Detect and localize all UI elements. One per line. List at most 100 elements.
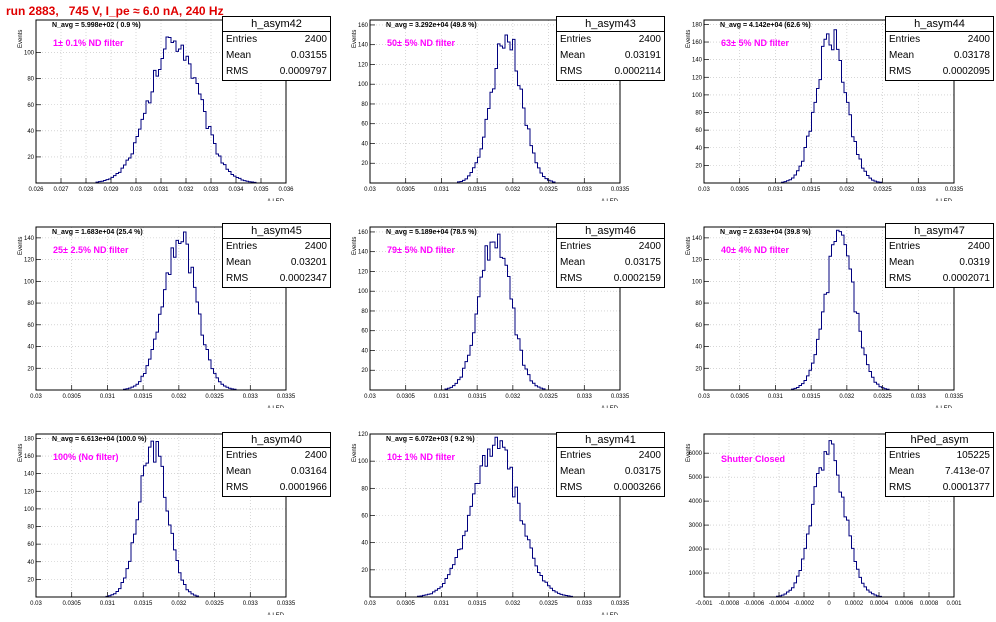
stats-value: 0.0009797	[279, 66, 327, 77]
histogram-name: h_asym45	[223, 224, 330, 239]
x-tick-label: 0.03	[698, 394, 710, 400]
stats-value: 2400	[304, 34, 327, 45]
x-axis-label: A LED	[267, 406, 285, 408]
x-tick-label: 0.0325	[873, 187, 892, 193]
x-tick-label: 0.03	[364, 187, 376, 193]
x-tick-label: 0.031	[768, 187, 784, 193]
stats-box: h_asym43 Entries 2400 Mean 0.03191 RMS 0.00021…	[556, 16, 665, 81]
x-tick-label: 0.03	[30, 601, 42, 607]
x-tick-label: 0.033	[577, 187, 593, 193]
x-tick-label: 0.0335	[277, 394, 296, 400]
filter-label: 50± 5% ND filter	[387, 38, 455, 48]
x-tick-label: 0.031	[434, 394, 450, 400]
n-avg-label: N_avg = 4.142e+04 (62.6 %)	[720, 22, 811, 29]
stats-row-mean: Mean 0.03164	[223, 464, 330, 480]
stats-row-rms: RMS 0.0002071	[886, 271, 993, 287]
y-tick-label: 80	[695, 111, 702, 117]
stats-label: Entries	[560, 450, 592, 461]
x-axis-label: A LED	[601, 406, 619, 408]
stats-label: RMS	[560, 482, 583, 493]
x-tick-label: 0.0325	[205, 394, 224, 400]
stats-label: RMS	[889, 482, 912, 493]
stats-row-entries: Entries 2400	[223, 32, 330, 48]
y-tick-label: 100	[692, 279, 703, 285]
y-tick-label: 120	[24, 258, 35, 264]
y-tick-label: 80	[27, 525, 34, 531]
stats-row-mean: Mean 0.0319	[886, 255, 993, 271]
histogram-panel: 0.03 0.0305 0.031 0.0315 0.032 0.0325 0.033 0.0…	[668, 213, 978, 408]
stats-row-rms: RMS 0.0002159	[557, 271, 664, 287]
x-tick-label: 0.033	[577, 601, 593, 607]
x-tick-label: -0.0004	[769, 601, 790, 607]
histogram-plot: 0.03 0.0305 0.031 0.0315 0.032 0.0325 0.033 0.0…	[358, 226, 630, 408]
stats-value: 0.03191	[624, 50, 661, 61]
y-tick-label: 40	[695, 345, 702, 351]
stats-value: 2400	[967, 241, 990, 252]
stats-label: Mean	[226, 466, 252, 477]
histogram-name: h_asym42	[223, 17, 330, 32]
x-tick-label: 0.0335	[945, 187, 964, 193]
x-tick-label: 0.0002	[845, 601, 864, 607]
y-tick-label: 40	[695, 146, 702, 152]
plot-frame	[703, 19, 955, 184]
stats-label: Mean	[889, 466, 915, 477]
x-tick-label: 0.0008	[920, 601, 939, 607]
x-tick-label: 0.033	[243, 601, 259, 607]
stats-label: Mean	[226, 50, 252, 61]
histogram-plot: 0.03 0.0305 0.031 0.0315 0.032 0.0325 0.033 0.0…	[692, 19, 964, 201]
y-tick-label: 80	[27, 301, 34, 307]
x-tick-label: 0.0335	[611, 187, 630, 193]
stats-value: 0.0001377	[942, 482, 990, 493]
x-tick-label: 0.026	[28, 187, 44, 193]
y-tick-label: 120	[24, 489, 35, 495]
x-tick-label: 0.0305	[731, 187, 750, 193]
stats-row-mean: Mean 0.03175	[557, 255, 664, 271]
y-tick-label: 5000	[689, 475, 703, 481]
filter-label: 1± 0.1% ND filter	[53, 38, 124, 48]
x-tick-label: 0.031	[153, 187, 169, 193]
x-tick-label: 0.0315	[802, 187, 821, 193]
n-avg-label: N_avg = 6.613e+04 (100.0 %)	[52, 436, 147, 443]
x-tick-label: 0.034	[228, 187, 244, 193]
stats-label: Mean	[560, 257, 586, 268]
x-tick-label: 0.03	[698, 187, 710, 193]
x-tick-label: 0.031	[768, 394, 784, 400]
x-tick-label: 0.0325	[539, 394, 558, 400]
stats-row-entries: Entries 105225	[886, 448, 993, 464]
histogram-panel: 0.03 0.0305 0.031 0.0315 0.032 0.0325 0.033 0.0…	[334, 6, 644, 201]
y-tick-label: 60	[695, 128, 702, 134]
stats-label: Mean	[560, 50, 586, 61]
y-tick-label: 40	[27, 129, 34, 135]
x-tick-label: 0.032	[505, 187, 521, 193]
y-tick-label: 120	[358, 269, 369, 275]
stats-value: 0.03175	[624, 257, 661, 268]
x-tick-label: 0.0315	[134, 394, 153, 400]
stats-row-rms: RMS 0.0003266	[557, 480, 664, 496]
y-tick-label: 80	[361, 102, 368, 108]
x-axis-label: A LED	[935, 406, 953, 408]
y-tick-label: 40	[361, 348, 368, 354]
filter-label: 63± 5% ND filter	[721, 38, 789, 48]
histogram-plot: 0.03 0.0305 0.031 0.0315 0.032 0.0325 0.033 0.0…	[692, 226, 964, 408]
y-axis-label: Events	[352, 236, 358, 255]
stats-label: Mean	[889, 50, 915, 61]
x-tick-label: 0.0335	[945, 394, 964, 400]
y-tick-label: 60	[361, 514, 368, 520]
y-tick-label: 100	[692, 93, 703, 99]
stats-label: Entries	[889, 34, 921, 45]
y-tick-label: 1000	[689, 571, 703, 577]
histogram-panel: 0.03 0.0305 0.031 0.0315 0.032 0.0325 0.033 0.0…	[334, 420, 644, 615]
x-tick-label: 0.0305	[397, 187, 416, 193]
x-tick-label: 0.0305	[731, 394, 750, 400]
stats-value: 2400	[638, 34, 661, 45]
y-tick-label: 140	[358, 250, 369, 256]
x-tick-label: 0.0305	[397, 601, 416, 607]
stats-box: h_asym45 Entries 2400 Mean 0.03201 RMS 0.00023…	[222, 223, 331, 288]
stats-row-entries: Entries 2400	[223, 239, 330, 255]
histogram-name: h_asym47	[886, 224, 993, 239]
stats-value: 105225	[956, 450, 990, 461]
stats-label: Entries	[560, 34, 592, 45]
y-tick-label: 120	[358, 432, 369, 438]
x-tick-label: 0.0325	[873, 394, 892, 400]
x-tick-label: 0.032	[839, 187, 855, 193]
